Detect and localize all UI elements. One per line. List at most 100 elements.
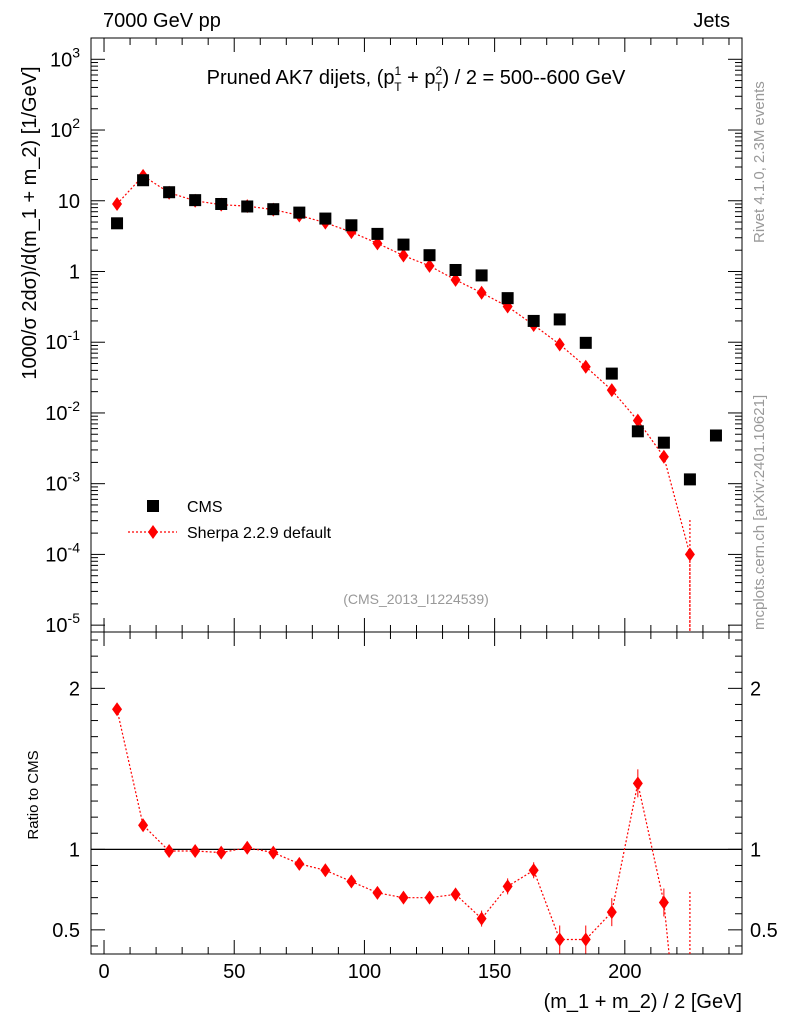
- cms-point: [423, 249, 436, 262]
- y-tick-label: 10-4: [45, 539, 80, 566]
- ratio-point: [320, 863, 331, 878]
- legend-cms-label: CMS: [187, 499, 223, 516]
- sherpa-line: [116, 175, 691, 632]
- sherpa-point: [476, 285, 487, 300]
- ratio-point: [346, 874, 357, 889]
- sherpa-point: [684, 547, 695, 562]
- ratio-point: [372, 885, 383, 900]
- cms-point: [683, 473, 696, 486]
- cms-point: [709, 429, 722, 442]
- analysis-id: (CMS_2013_I1224539): [343, 591, 489, 607]
- x-tick-label: 100: [348, 961, 381, 983]
- legend-cms-marker: [147, 500, 159, 512]
- ratio-point: [554, 932, 565, 947]
- cms-points: [111, 174, 722, 486]
- x-tick-labels: 0 50 100 150 200: [98, 961, 641, 983]
- x-axis-label: (m_1 + m_2) / 2 [GeV]: [544, 991, 742, 1013]
- cms-point: [319, 212, 332, 225]
- legend-sherpa-marker: [148, 525, 158, 539]
- ratio-x-ticks: [103, 632, 730, 954]
- ratio-point: [138, 818, 149, 833]
- y-tick-label: 102: [50, 115, 80, 142]
- cms-point: [215, 197, 228, 210]
- sherpa-point: [554, 337, 565, 352]
- ratio-plot-frame: [90, 631, 743, 955]
- cms-point: [631, 425, 644, 438]
- ratio-point: [424, 890, 435, 905]
- x-tick-label: 0: [98, 961, 109, 983]
- x-tick-label: 200: [608, 961, 641, 983]
- cms-point: [189, 194, 202, 207]
- cms-point: [345, 219, 358, 232]
- ratio-tick-label: 1: [69, 839, 80, 861]
- cms-point: [267, 203, 280, 216]
- ratio-point: [190, 843, 201, 858]
- cms-point: [111, 217, 124, 230]
- ratio-tick-label: 0.5: [52, 920, 80, 942]
- y-axis-label: 1000/σ 2dσ)/d(m_1 + m_2) [1/GeV]: [19, 66, 41, 379]
- cms-point: [293, 206, 306, 219]
- ratio-point: [398, 890, 409, 905]
- ratio-point: [580, 932, 591, 947]
- cms-point: [527, 314, 540, 327]
- sherpa-point: [398, 248, 409, 263]
- cms-point: [163, 186, 176, 199]
- rivet-version-label: Rivet 4.1.0, 2.3M events: [751, 81, 768, 243]
- ratio-point: [294, 856, 305, 871]
- cms-point: [137, 174, 150, 187]
- cms-point: [475, 269, 488, 282]
- x-tick-label: 50: [223, 961, 245, 983]
- ratio-y-tick-labels: 0.5 0.5 1 1 2 2: [52, 678, 778, 942]
- ratio-point: [632, 776, 643, 791]
- mcplots-site-label: mcplots.cern.ch [arXiv:2401.10621]: [751, 395, 768, 630]
- ratio-point: [216, 845, 227, 860]
- ratio-point: [502, 879, 513, 894]
- sherpa-point: [632, 413, 643, 428]
- cms-point: [397, 238, 410, 251]
- legend-sherpa-label: Sherpa 2.2.9 default: [187, 525, 332, 542]
- main-plot-frame: [90, 37, 743, 633]
- ratio-tick-label-right: 1: [750, 839, 761, 861]
- y-tick-label: 10-3: [45, 469, 80, 496]
- ratio-point: [450, 887, 461, 902]
- cms-point: [241, 200, 254, 213]
- cms-point: [553, 313, 566, 326]
- process-label: Jets: [693, 10, 730, 32]
- cms-point: [501, 292, 514, 305]
- cms-point: [371, 227, 384, 240]
- sherpa-point: [658, 449, 669, 464]
- ratio-curve: [116, 709, 670, 955]
- sherpa-point: [580, 359, 591, 374]
- ratio-point: [164, 843, 175, 858]
- cms-point: [605, 367, 618, 380]
- plot-title: Pruned AK7 dijets, (p1 T + p2 T) / 2 = 500…: [207, 64, 626, 94]
- y-tick-label: 10-2: [45, 398, 80, 425]
- main-y-ticks: [91, 37, 742, 626]
- y-tick-label: 1: [69, 261, 80, 283]
- ratio-y-axis-label: Ratio to CMS: [25, 750, 42, 839]
- x-tick-label: 150: [478, 961, 511, 983]
- ratio-point: [476, 911, 487, 926]
- ratio-point: [112, 702, 123, 717]
- sherpa-point: [606, 383, 617, 398]
- sherpa-point: [424, 258, 435, 273]
- y-tick-label: 103: [50, 44, 80, 71]
- ratio-line: [116, 709, 691, 955]
- energy-label: 7000 GeV pp: [103, 10, 221, 32]
- cms-point: [579, 336, 592, 349]
- ratio-point: [606, 905, 617, 920]
- y-tick-label: 10: [58, 191, 80, 213]
- sherpa-point: [112, 196, 123, 211]
- ratio-tick-label-right: 2: [750, 678, 761, 700]
- ratio-point: [268, 845, 279, 860]
- sherpa-point: [450, 272, 461, 287]
- ratio-points: [112, 702, 669, 954]
- legend: CMS Sherpa 2.2.9 default: [128, 499, 332, 542]
- y-tick-label: 10-5: [45, 610, 80, 637]
- ratio-y-ticks: [91, 639, 742, 947]
- ratio-point: [528, 863, 539, 878]
- cms-point: [657, 436, 670, 449]
- ratio-tick-label: 2: [69, 678, 80, 700]
- ratio-point: [658, 895, 669, 910]
